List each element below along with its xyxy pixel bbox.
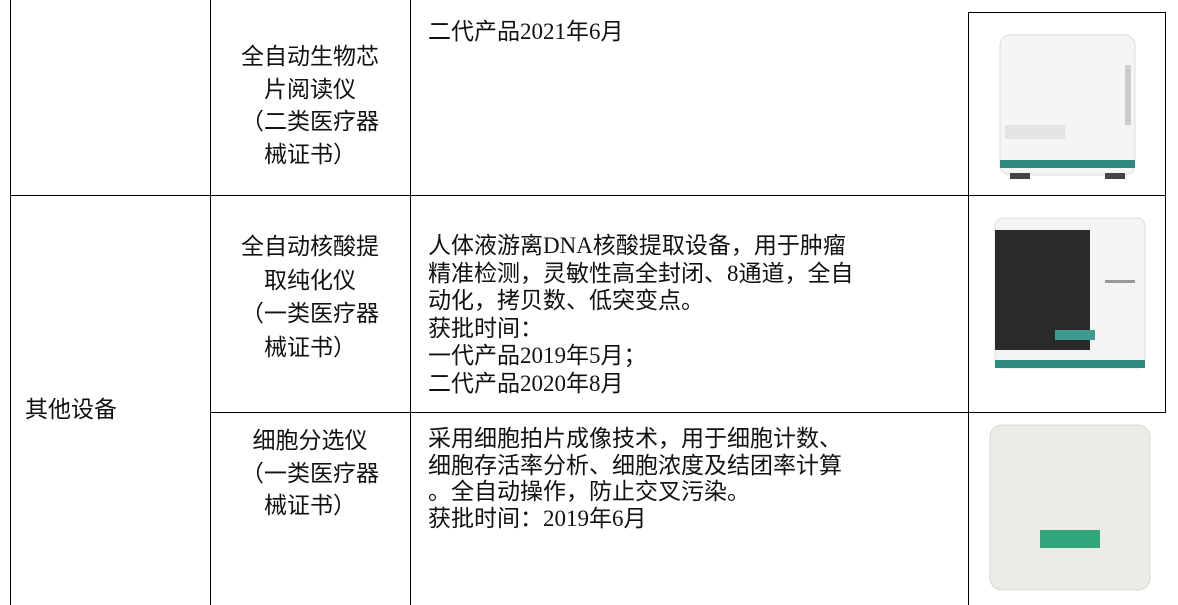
- border: [968, 12, 1166, 13]
- text-line: （一类医疗器: [241, 301, 379, 326]
- border: [10, 0, 11, 605]
- text-line: 二代产品2021年6月: [428, 19, 624, 44]
- text-line: 其他设备: [25, 397, 117, 422]
- border: [1165, 12, 1166, 412]
- text-line: 动化，拷贝数、低突变点。: [428, 288, 704, 313]
- text-line: 械证书）: [264, 493, 356, 518]
- text-line: （二类医疗器: [241, 109, 379, 134]
- text-line: 。全自动操作，防止交叉污染。: [428, 479, 750, 504]
- text-line: 细胞分选仪: [252, 428, 368, 453]
- text-line: 取纯化仪: [264, 267, 356, 293]
- border: [210, 412, 1166, 413]
- border: [410, 0, 411, 605]
- device-image: [999, 34, 1136, 179]
- text-line: 获批时间：: [428, 315, 543, 341]
- text-line: （一类医疗器: [241, 460, 379, 486]
- border: [10, 195, 1166, 196]
- border: [210, 0, 211, 605]
- text-line: 采用细胞拍片成像技术，用于细胞计数、: [428, 426, 842, 451]
- text-line: 获批时间：2019年6月: [428, 505, 647, 531]
- text-line: 精准检测，灵敏性高全封闭、8通道，全自: [428, 260, 854, 286]
- device-image: [989, 424, 1151, 591]
- text-line: 二代产品2020年8月: [428, 370, 624, 396]
- text-line: 一代产品2019年5月；: [428, 343, 647, 368]
- text-line: 械证书）: [264, 141, 356, 167]
- border: [968, 12, 969, 605]
- text-line: 全自动核酸提: [241, 234, 379, 259]
- text-line: 细胞存活率分析、细胞浓度及结团率计算: [428, 452, 842, 478]
- text-line: 全自动生物芯: [241, 44, 379, 69]
- text-line: 片阅读仪: [264, 76, 356, 102]
- device-image: [994, 217, 1146, 369]
- text-line: 械证书）: [264, 334, 356, 360]
- text-line: 人体液游离DNA核酸提取设备，用于肿瘤: [428, 233, 846, 258]
